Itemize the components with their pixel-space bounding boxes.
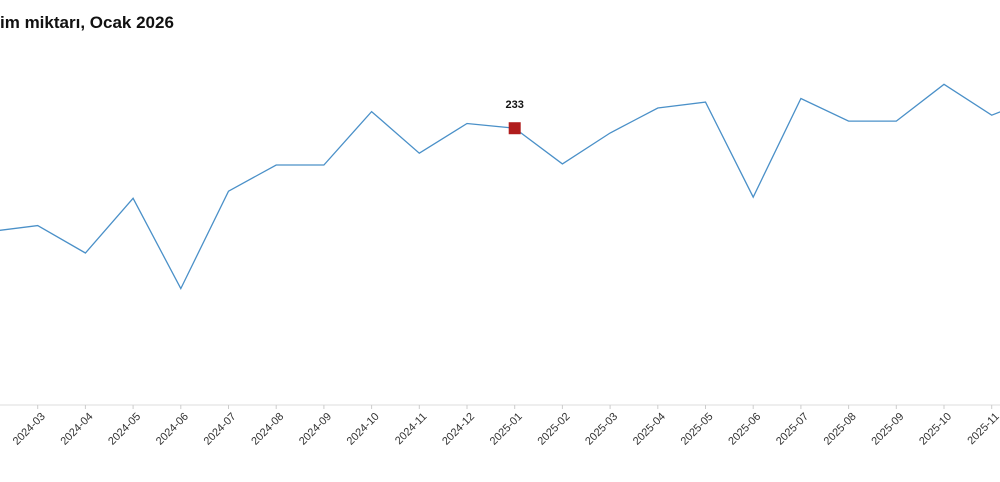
- x-tick-label: 2025-11: [965, 411, 1000, 447]
- x-tick-label: 2024-09: [297, 411, 334, 448]
- x-tick-label: 2024-03: [11, 411, 48, 448]
- x-tick-label: 2025-08: [822, 411, 859, 448]
- x-tick-label: 2025-07: [774, 411, 811, 448]
- x-tick-label: 2025-10: [917, 411, 954, 448]
- x-tick-label: 2024-07: [202, 411, 239, 448]
- x-tick-label: 2024-12: [440, 411, 477, 448]
- x-tick-label: 2024-08: [249, 411, 286, 448]
- series-line: [0, 83, 1000, 291]
- highlight-point-marker[interactable]: [508, 122, 521, 135]
- x-tick-label: 2025-02: [535, 411, 572, 448]
- x-tick-label: 2024-05: [106, 411, 143, 448]
- x-tick-label: 2025-04: [631, 411, 668, 448]
- chart-title: Üretim miktarı, Ocak 2026: [0, 13, 174, 32]
- x-tick-label: 2025-03: [583, 411, 620, 448]
- x-tick-label: 2024-04: [58, 411, 95, 448]
- highlight-data-label: 233: [506, 99, 524, 111]
- x-tick-label: 2025-06: [726, 411, 763, 448]
- x-tick-label: 2025-09: [869, 411, 906, 448]
- x-tick-label: 2025-01: [488, 411, 525, 448]
- x-axis-ticks: 2024-03 2024-04 2024-05 2024-06 2024-07 2024-…: [11, 405, 1000, 448]
- highlight-markers: 233: [506, 99, 524, 135]
- x-tick-label: 2025-05: [679, 411, 716, 448]
- x-tick-label: 2024-06: [154, 411, 191, 448]
- x-tick-label: 2024-10: [345, 411, 382, 448]
- x-tick-label: 2024-11: [393, 411, 429, 447]
